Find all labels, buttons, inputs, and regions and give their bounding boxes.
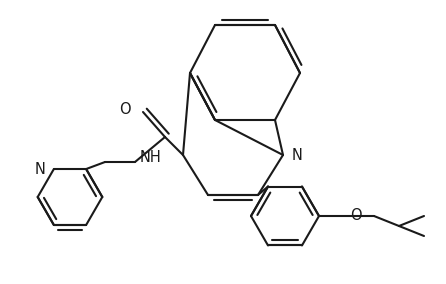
Text: O: O bbox=[120, 101, 131, 116]
Text: O: O bbox=[350, 208, 362, 224]
Text: N: N bbox=[35, 162, 46, 177]
Text: NH: NH bbox=[140, 151, 162, 166]
Text: N: N bbox=[292, 147, 303, 162]
